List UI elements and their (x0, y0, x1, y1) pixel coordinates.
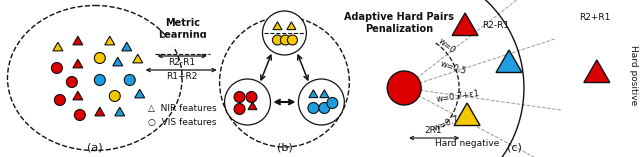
Circle shape (308, 103, 319, 114)
Polygon shape (452, 13, 478, 35)
Circle shape (225, 79, 271, 125)
Text: Hard negative: Hard negative (435, 139, 499, 148)
Polygon shape (95, 107, 105, 116)
Polygon shape (273, 22, 282, 30)
Text: Hard positive: Hard positive (628, 45, 638, 105)
Text: 2R1: 2R1 (425, 126, 442, 135)
Circle shape (51, 62, 62, 73)
Polygon shape (584, 60, 610, 83)
Text: (a): (a) (87, 142, 102, 152)
Polygon shape (73, 91, 83, 100)
Polygon shape (309, 90, 318, 98)
Text: △  NIR features: △ NIR features (148, 103, 216, 113)
Polygon shape (115, 107, 125, 116)
Circle shape (67, 76, 77, 87)
Circle shape (94, 52, 106, 63)
Polygon shape (320, 90, 329, 98)
Text: Metric
Learning: Metric Learning (158, 18, 207, 40)
Circle shape (287, 35, 298, 45)
Polygon shape (73, 36, 83, 45)
Polygon shape (287, 22, 296, 30)
Circle shape (234, 92, 245, 103)
Circle shape (94, 75, 106, 86)
Polygon shape (248, 102, 257, 110)
Circle shape (234, 103, 245, 114)
Polygon shape (53, 42, 63, 51)
Text: w=0.5: w=0.5 (439, 60, 468, 76)
Circle shape (74, 109, 85, 121)
Text: R2+R1: R2+R1 (579, 14, 611, 22)
Polygon shape (132, 54, 143, 63)
Polygon shape (496, 50, 522, 73)
Polygon shape (454, 103, 480, 125)
Text: Adaptive Hard Pairs
Penalization: Adaptive Hard Pairs Penalization (344, 12, 454, 34)
Text: R2-R1: R2-R1 (483, 21, 509, 30)
Circle shape (319, 103, 330, 114)
Polygon shape (73, 59, 83, 68)
Text: w=0.7+ε2: w=0.7+ε2 (432, 108, 476, 132)
Circle shape (280, 35, 291, 45)
Text: (c): (c) (506, 142, 522, 152)
Circle shape (109, 90, 120, 101)
Text: R1+R2: R1+R2 (166, 72, 197, 81)
Text: w=0: w=0 (436, 37, 457, 55)
Circle shape (298, 79, 344, 125)
Polygon shape (105, 36, 115, 45)
Text: ○  VIS features: ○ VIS features (148, 117, 216, 127)
Polygon shape (113, 57, 123, 66)
Circle shape (124, 75, 135, 86)
Polygon shape (122, 42, 132, 51)
Circle shape (262, 11, 307, 55)
Circle shape (246, 92, 257, 103)
Circle shape (273, 35, 282, 45)
Text: (b): (b) (276, 142, 292, 152)
Text: R2-R1: R2-R1 (168, 58, 195, 67)
Circle shape (327, 97, 338, 108)
Circle shape (387, 71, 421, 105)
Circle shape (54, 95, 65, 106)
Text: w=0.7+ε1: w=0.7+ε1 (436, 89, 481, 103)
Polygon shape (135, 89, 145, 98)
